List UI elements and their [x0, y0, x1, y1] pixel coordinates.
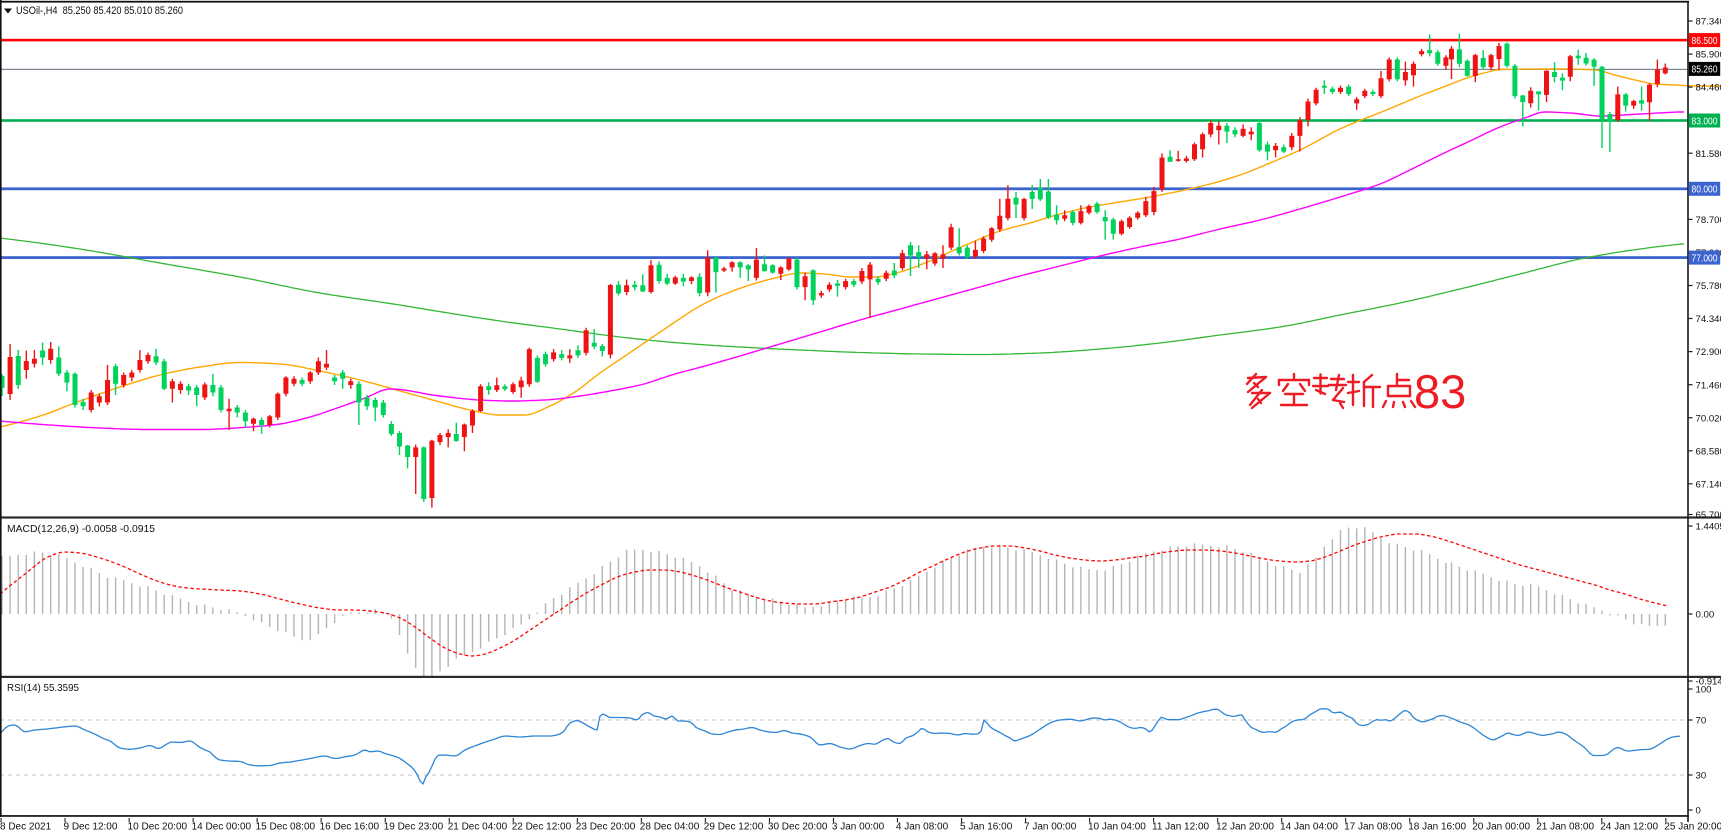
svg-text:75.780: 75.780: [1696, 281, 1721, 292]
svg-text:70: 70: [1696, 716, 1707, 727]
svg-text:1.4405: 1.4405: [1696, 522, 1721, 533]
svg-text:86.500: 86.500: [1692, 36, 1718, 47]
svg-text:71.460: 71.460: [1696, 380, 1721, 391]
svg-text:USOil-,H4 85.250 85.420 85.01: USOil-,H4 85.250 85.420 85.010 85.260: [16, 5, 183, 17]
svg-text:14 Jan 04:00: 14 Jan 04:00: [1280, 822, 1338, 833]
svg-text:0.00: 0.00: [1696, 610, 1715, 621]
svg-text:72.900: 72.900: [1696, 347, 1721, 358]
svg-text:9 Dec 12:00: 9 Dec 12:00: [64, 822, 118, 833]
svg-text:MACD(12,26,9) -0.0058 -0.0915: MACD(12,26,9) -0.0058 -0.0915: [7, 523, 155, 535]
svg-text:19 Dec 23:00: 19 Dec 23:00: [384, 822, 444, 833]
svg-text:10 Dec 20:00: 10 Dec 20:00: [128, 822, 188, 833]
svg-text:4 Jan 08:00: 4 Jan 08:00: [896, 822, 949, 833]
svg-text:65.700: 65.700: [1696, 510, 1721, 521]
svg-text:RSI(14) 55.3595: RSI(14) 55.3595: [7, 682, 79, 694]
svg-text:70.020: 70.020: [1696, 413, 1721, 424]
svg-text:68.580: 68.580: [1696, 446, 1721, 457]
svg-text:20 Jan 00:00: 20 Jan 00:00: [1472, 822, 1530, 833]
svg-text:17 Jan 08:00: 17 Jan 08:00: [1344, 822, 1402, 833]
svg-text:85.260: 85.260: [1692, 65, 1718, 76]
svg-text:8 Dec 2021: 8 Dec 2021: [0, 822, 52, 833]
svg-text:-0.9144: -0.9144: [1696, 677, 1721, 688]
svg-text:24 Jan 12:00: 24 Jan 12:00: [1600, 822, 1658, 833]
svg-text:28 Dec 04:00: 28 Dec 04:00: [640, 822, 700, 833]
svg-text:67.140: 67.140: [1696, 479, 1721, 490]
svg-text:5 Jan 16:00: 5 Jan 16:00: [960, 822, 1013, 833]
svg-text:25 Jan 20:00: 25 Jan 20:00: [1664, 822, 1721, 833]
svg-text:100: 100: [1696, 685, 1712, 696]
svg-text:83: 83: [1414, 365, 1466, 418]
svg-text:11 Jan 12:00: 11 Jan 12:00: [1152, 822, 1210, 833]
svg-text:81.580: 81.580: [1696, 149, 1721, 160]
svg-text:22 Dec 12:00: 22 Dec 12:00: [512, 822, 572, 833]
svg-text:77.000: 77.000: [1692, 253, 1718, 264]
svg-text:83.000: 83.000: [1692, 116, 1718, 127]
svg-text:3 Jan 00:00: 3 Jan 00:00: [832, 822, 885, 833]
svg-text:78.700: 78.700: [1696, 215, 1721, 226]
svg-text:21 Dec 04:00: 21 Dec 04:00: [448, 822, 508, 833]
svg-text:7 Jan 00:00: 7 Jan 00:00: [1024, 822, 1077, 833]
svg-text:29 Dec 12:00: 29 Dec 12:00: [704, 822, 764, 833]
svg-text:87.340: 87.340: [1696, 17, 1721, 28]
svg-text:15 Dec 08:00: 15 Dec 08:00: [256, 822, 316, 833]
svg-text:23 Dec 20:00: 23 Dec 20:00: [576, 822, 636, 833]
svg-text:21 Jan 08:00: 21 Jan 08:00: [1536, 822, 1594, 833]
svg-text:30: 30: [1696, 771, 1707, 782]
svg-text:84.460: 84.460: [1696, 83, 1721, 94]
svg-text:80.000: 80.000: [1692, 185, 1718, 196]
svg-text:30 Dec 20:00: 30 Dec 20:00: [768, 822, 828, 833]
svg-text:85.900: 85.900: [1696, 50, 1721, 61]
svg-text:10 Jan 04:00: 10 Jan 04:00: [1088, 822, 1146, 833]
svg-text:16 Dec 16:00: 16 Dec 16:00: [320, 822, 380, 833]
svg-text:14 Dec 00:00: 14 Dec 00:00: [192, 822, 252, 833]
svg-text:74.340: 74.340: [1696, 314, 1721, 325]
svg-text:0: 0: [1696, 806, 1701, 817]
svg-text:12 Jan 20:00: 12 Jan 20:00: [1216, 822, 1274, 833]
svg-text:18 Jan 16:00: 18 Jan 16:00: [1408, 822, 1466, 833]
